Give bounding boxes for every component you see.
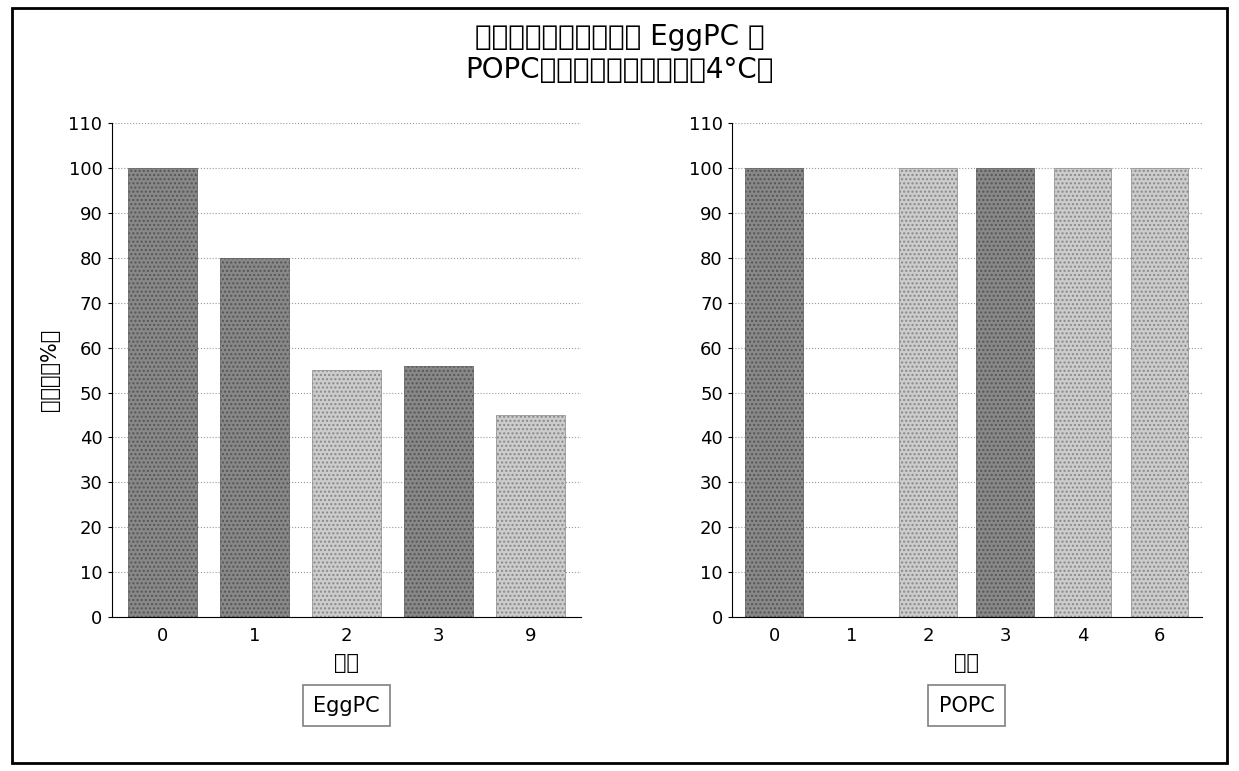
X-axis label: 月数: 月数 xyxy=(954,653,979,673)
Bar xyxy=(1130,168,1188,617)
Bar xyxy=(497,415,565,617)
Bar xyxy=(128,168,197,617)
Bar xyxy=(312,370,382,617)
X-axis label: 月数: 月数 xyxy=(335,653,359,673)
Bar xyxy=(404,365,473,617)
Bar xyxy=(976,168,1035,617)
Text: 装载有拉坦前列腺素的 EggPC 与
POPC脂质体的储存稳定性（4°C）: 装载有拉坦前列腺素的 EggPC 与 POPC脂质体的储存稳定性（4°C） xyxy=(466,23,773,83)
Bar xyxy=(1053,168,1111,617)
Bar xyxy=(900,168,958,617)
Text: POPC: POPC xyxy=(939,695,995,715)
Text: EggPC: EggPC xyxy=(313,695,380,715)
Bar xyxy=(746,168,803,617)
Y-axis label: 药物量（%）: 药物量（%） xyxy=(40,329,61,411)
Bar xyxy=(219,258,289,617)
